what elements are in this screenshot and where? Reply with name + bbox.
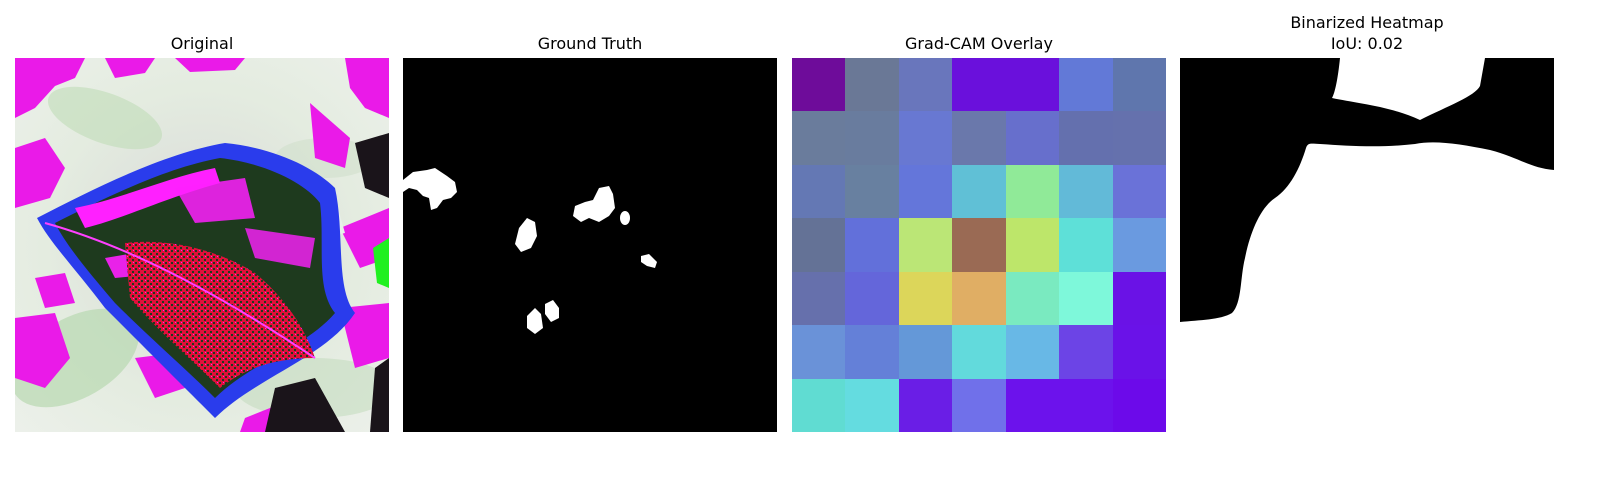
heatmap-cell (1059, 379, 1113, 432)
gradcam-overlay-title: Grad-CAM Overlay (905, 34, 1053, 53)
heatmap-cell (1059, 165, 1113, 218)
heatmap-cell (899, 165, 952, 218)
heatmap-cell (1006, 272, 1059, 325)
heatmap-cell (952, 165, 1006, 218)
heatmap-cell (1006, 218, 1059, 272)
original-title: Original (170, 34, 234, 53)
heatmap-cell (1059, 111, 1113, 165)
heatmap-cell (845, 58, 899, 111)
heatmap-cell (792, 111, 845, 165)
heatmap-cell (952, 111, 1006, 165)
heatmap-cell (1113, 325, 1166, 379)
heatmap-cell (1006, 111, 1059, 165)
binarized-heatmap (1180, 58, 1554, 432)
heatmap-cell (792, 58, 845, 111)
heatmap-cell (1006, 325, 1059, 379)
heatmap-cell (1059, 325, 1113, 379)
heatmap-cell (899, 272, 952, 325)
heatmap-cell (792, 379, 845, 432)
heatmap-cell (1006, 58, 1059, 111)
heatmap-cell (1113, 58, 1166, 111)
heatmap-cell (792, 165, 845, 218)
heatmap-cell (1113, 165, 1166, 218)
ground-truth-title: Ground Truth (537, 34, 643, 53)
heatmap-cell (899, 325, 952, 379)
heatmap-cell (845, 218, 899, 272)
heatmap-cell (845, 379, 899, 432)
binarized-heatmap-title: Binarized Heatmap (1290, 13, 1444, 32)
ground-truth-mask (403, 58, 777, 432)
heatmap-cell (952, 379, 1006, 432)
heatmap-cell (899, 218, 952, 272)
heatmap-cell (952, 58, 1006, 111)
heatmap-cell (952, 218, 1006, 272)
heatmap-cell (792, 218, 845, 272)
heatmap-cell (1113, 272, 1166, 325)
heatmap-cell (845, 165, 899, 218)
heatmap-cell (899, 111, 952, 165)
heatmap-cell (1059, 218, 1113, 272)
heatmap-cell (845, 325, 899, 379)
iou-subtitle: IoU: 0.02 (1330, 34, 1404, 53)
heatmap-cell (845, 272, 899, 325)
heatmap-cell (1113, 111, 1166, 165)
heatmap-cell (1113, 218, 1166, 272)
heatmap-cell (952, 272, 1006, 325)
heatmap-cell (1113, 379, 1166, 432)
heatmap-cell (792, 325, 845, 379)
heatmap-cell (899, 379, 952, 432)
heatmap-cell (899, 58, 952, 111)
heatmap-cell (1006, 379, 1059, 432)
heatmap-cell (1059, 58, 1113, 111)
heatmap-cell (792, 272, 845, 325)
original-image (15, 58, 389, 432)
heatmap-cell (952, 325, 1006, 379)
heatmap-cell (1006, 165, 1059, 218)
gradcam-overlay (792, 58, 1166, 432)
heatmap-cell (845, 111, 899, 165)
heatmap-cell (1059, 272, 1113, 325)
